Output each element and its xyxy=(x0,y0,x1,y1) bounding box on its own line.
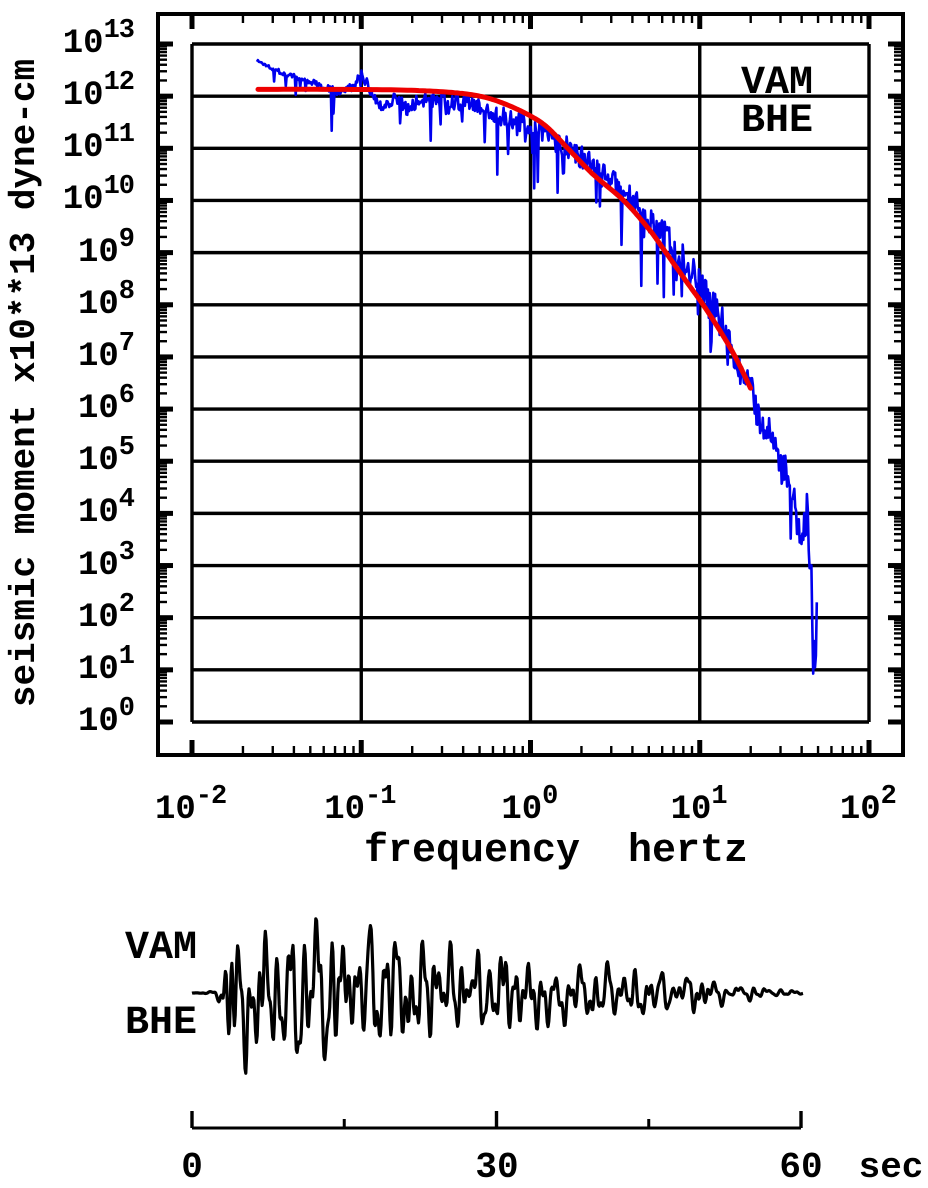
y-tick-label-10e3: 103 xyxy=(77,537,135,585)
y-tick-label-10e10: 1010 xyxy=(62,172,135,220)
time-unit-label: sec xyxy=(858,1147,924,1188)
y-tick-label-10e0: 100 xyxy=(77,694,135,741)
x-tick-label-10e2: 102 xyxy=(839,782,897,829)
y-tick-label-10e2: 102 xyxy=(77,589,135,637)
axes-frame xyxy=(156,12,905,757)
y-tick-label-10e9: 109 xyxy=(77,224,135,272)
x-tick-label-10e-1: 10-1 xyxy=(324,782,396,829)
x-axis-title: frequency hertz xyxy=(363,829,749,874)
x-tick-label-10e0: 100 xyxy=(501,782,558,829)
seismogram-trace xyxy=(191,917,804,1075)
time-axis xyxy=(190,1111,803,1130)
time-tick-label-60: 60 xyxy=(779,1147,823,1188)
y-tick-label-10e4: 104 xyxy=(77,485,135,533)
y-tick-label-10e13: 1013 xyxy=(62,16,135,63)
observed-spectrum-curve xyxy=(255,58,819,675)
y-tick-label-10e7: 107 xyxy=(77,328,135,376)
legend-station-label: VAM xyxy=(740,61,814,106)
legend-channel-label: BHE xyxy=(740,99,814,144)
y-tick-label-10e1: 101 xyxy=(77,641,135,689)
model-fit-curve xyxy=(255,86,753,391)
y-tick-label-10e12: 1012 xyxy=(62,68,135,116)
time-tick-label-0: 0 xyxy=(181,1147,203,1188)
waveform-station-label: VAM xyxy=(124,926,198,971)
x-tick-label-10e-2: 10-2 xyxy=(154,782,227,829)
y-tick-label-10e6: 106 xyxy=(77,381,135,429)
y-tick-label-10e5: 105 xyxy=(77,433,135,481)
y-tick-label-10e11: 1011 xyxy=(62,120,135,168)
time-tick-label-30: 30 xyxy=(475,1147,519,1188)
x-tick-label-10e1: 101 xyxy=(670,782,728,829)
y-axis-title: seismic moment x10**13 dyne-cm xyxy=(4,58,45,708)
waveform-channel-label: BHE xyxy=(124,1001,198,1046)
y-tick-label-10e8: 108 xyxy=(77,276,135,324)
grid xyxy=(190,42,871,724)
